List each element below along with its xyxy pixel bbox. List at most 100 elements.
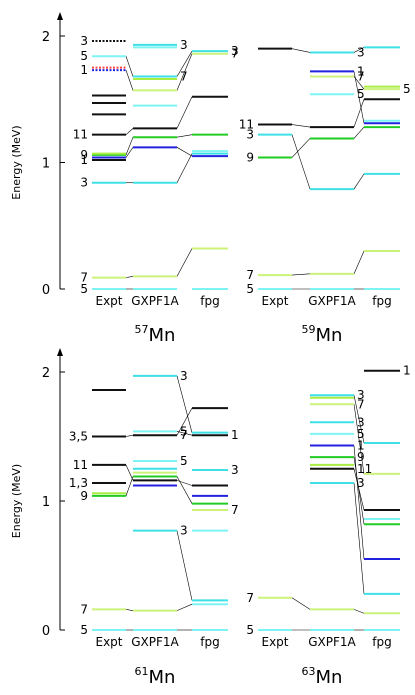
spin-label: 9	[80, 489, 88, 503]
spin-label: 1	[80, 153, 88, 167]
spin-label: 5	[403, 82, 411, 96]
level-connector	[125, 128, 134, 135]
spin-label: 3	[246, 128, 254, 142]
level-connector	[125, 137, 134, 156]
column-label: Expt	[95, 635, 122, 649]
level-connector	[353, 404, 365, 474]
level-connector	[176, 134, 193, 138]
level-connector	[353, 250, 365, 274]
y-axis-arrow	[57, 348, 63, 356]
spin-label: 7	[357, 69, 365, 83]
spin-label: 3	[357, 476, 365, 490]
spin-label: 5	[357, 87, 365, 101]
nucleus-label: 57Mn	[135, 323, 176, 346]
spin-label: 3	[357, 415, 365, 429]
spin-label: 3	[231, 44, 239, 58]
y-tick-label: 1	[42, 495, 50, 510]
spin-label: 7	[357, 397, 365, 411]
level-connector	[176, 407, 193, 436]
spin-label: 5	[80, 623, 88, 637]
spin-label: 11	[357, 462, 372, 476]
level-connector	[353, 71, 365, 124]
level-connector	[176, 431, 193, 436]
spin-label: 1	[357, 64, 365, 78]
level-connector	[125, 56, 134, 77]
spin-label: 11	[73, 128, 88, 142]
level-connector	[176, 603, 193, 611]
column-label: fpg	[200, 294, 219, 308]
column-label: GXPF1A	[131, 635, 179, 649]
level-connector	[291, 597, 311, 610]
spin-label: 3	[180, 524, 188, 538]
level-connector	[353, 482, 365, 594]
column-label: Expt	[261, 635, 288, 649]
column-label: fpg	[372, 635, 391, 649]
nucleus-label: 61Mn	[135, 665, 176, 688]
level-connector	[125, 609, 134, 611]
spin-label: 7	[180, 69, 188, 83]
level-connector	[353, 99, 365, 128]
column-label: GXPF1A	[131, 294, 179, 308]
spin-label: 5	[80, 49, 88, 63]
level-connector	[353, 457, 365, 525]
level-connector	[353, 47, 365, 53]
spin-label: 1,3	[69, 476, 88, 490]
level-connector	[176, 480, 193, 486]
level-connector	[353, 609, 365, 614]
spin-label: 1	[357, 439, 365, 453]
y-tick-label: 1	[42, 157, 50, 172]
spin-label: 7	[180, 428, 188, 442]
spin-label: 9	[357, 450, 365, 464]
nucleus-label: 63Mn	[302, 665, 343, 688]
spin-label: 3,5	[69, 430, 88, 444]
level-connector	[125, 476, 134, 496]
level-connector	[125, 434, 134, 437]
column-label: Expt	[261, 294, 288, 308]
level-connector	[291, 138, 311, 158]
spin-label: 9	[80, 148, 88, 162]
spin-label: 7	[246, 268, 254, 282]
level-connector	[125, 147, 134, 158]
column-label: GXPF1A	[308, 294, 356, 308]
level-connector	[176, 147, 193, 157]
spin-label: 7	[246, 591, 254, 605]
spin-label: 3	[357, 388, 365, 402]
level-connector	[353, 173, 365, 190]
spin-label: 1	[80, 63, 88, 77]
spin-label: 9	[246, 150, 254, 164]
spin-label: 11	[73, 458, 88, 472]
spin-label: 3	[231, 463, 239, 477]
spin-label: 5	[180, 454, 188, 468]
spin-label: 5	[246, 623, 254, 637]
level-connector	[291, 273, 311, 276]
level-connector	[291, 134, 311, 190]
level-connector	[176, 248, 193, 277]
nucleus-label: 59Mn	[302, 323, 343, 346]
level-connector	[176, 375, 193, 433]
spin-label: 5	[80, 282, 88, 296]
level-connector	[353, 126, 365, 139]
level-connector	[125, 70, 134, 91]
level-connector	[291, 48, 311, 53]
spin-label: 5	[357, 427, 365, 441]
y-tick-label: 2	[42, 366, 50, 381]
level-connector	[176, 153, 193, 183]
level-connector	[176, 476, 193, 504]
spin-label: 11	[239, 118, 254, 132]
spin-label: 1	[403, 364, 411, 378]
spin-label: 3	[80, 176, 88, 190]
level-connector	[353, 395, 365, 444]
spin-label: 7	[231, 503, 239, 517]
y-tick-label: 2	[42, 30, 50, 45]
level-connector	[291, 124, 311, 128]
spin-label: 7	[80, 602, 88, 616]
level-connector	[125, 276, 134, 278]
y-axis-label: Energy (MeV)	[10, 125, 23, 199]
level-connector	[176, 53, 193, 91]
spin-label: 3	[180, 38, 188, 52]
